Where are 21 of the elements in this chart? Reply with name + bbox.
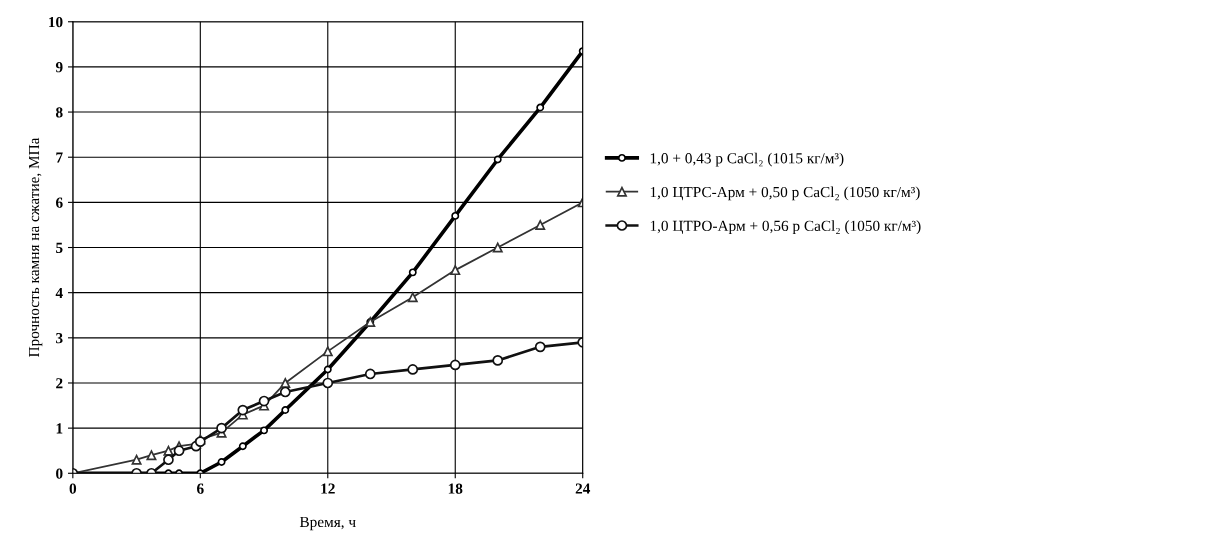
y-tick-label: 8 <box>55 107 63 118</box>
x-tick-label: 24 <box>575 483 591 494</box>
x-axis-title: Время, ч <box>299 516 356 531</box>
y-axis-title: Прочность камня на сжатие, МПа <box>29 137 43 358</box>
legend-label: 1,0 ЦТРО-Арм + 0,56 р CaCl₂ (1050 кг/м³) <box>650 220 921 235</box>
y-tick-label: 0 <box>56 468 63 479</box>
y-tick-label: 7 <box>56 152 63 163</box>
x-tick-label: 0 <box>69 483 77 494</box>
y-tick-label: 2 <box>56 378 63 389</box>
legend-label: 1,0 ЦТРС-Арм + 0,50 р CaCl₂ (1050 кг/м³) <box>650 186 920 201</box>
y-tick-label: 6 <box>56 197 63 208</box>
x-tick-label: 12 <box>321 483 335 494</box>
y-tick-label: 3 <box>56 333 63 344</box>
y-tick-label: 9 <box>55 62 63 73</box>
x-tick-label: 18 <box>448 483 463 494</box>
x-tick-label: 6 <box>197 483 204 494</box>
y-tick-label: 4 <box>55 287 63 298</box>
y-tick-label: 10 <box>49 16 63 28</box>
legend-label: 1,0 + 0,43 р CaCl₂ (1015 кг/м³) <box>650 152 844 167</box>
y-tick-label: 1 <box>56 423 63 434</box>
y-tick-label: 5 <box>56 242 63 253</box>
